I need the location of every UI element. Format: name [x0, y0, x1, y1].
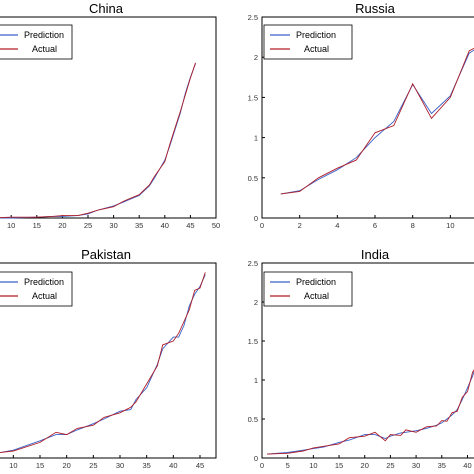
y-tick-label: 1	[254, 376, 258, 385]
legend-box	[263, 271, 353, 307]
x-tick-label: 20	[361, 461, 369, 470]
y-tick-label: 0.5	[248, 174, 258, 183]
legend-label: Prediction	[24, 30, 64, 40]
x-tick-label: 25	[84, 221, 92, 230]
x-tick-label: 4	[335, 221, 339, 230]
x-tick-label: 6	[373, 221, 377, 230]
x-tick-label: 40	[169, 461, 177, 470]
axes-frame	[261, 262, 474, 459]
x-tick-label: 25	[386, 461, 394, 470]
x-tick-label: 20	[58, 221, 66, 230]
legend-label: Actual	[304, 291, 329, 301]
x-tick-label: 15	[335, 461, 343, 470]
y-tick-label: 1	[254, 134, 258, 143]
y-tick-label: 2.5	[248, 13, 258, 22]
panel-title: Pakistan	[81, 247, 131, 262]
y-tick-label: 0.5	[248, 415, 258, 424]
legend-label: Prediction	[296, 277, 336, 287]
legend-label: Prediction	[24, 277, 64, 287]
x-tick-label: 45	[196, 461, 204, 470]
x-tick-label: 0	[260, 221, 264, 230]
x-tick-label: 35	[135, 221, 143, 230]
legend-label: Actual	[32, 44, 57, 54]
x-tick-label: 30	[109, 221, 117, 230]
axes-frame	[0, 262, 217, 459]
x-tick-label: 10	[309, 461, 317, 470]
y-tick-label: 2	[254, 53, 258, 62]
legend-label: Prediction	[296, 30, 336, 40]
series-line-actual	[0, 272, 206, 454]
x-tick-label: 40	[463, 461, 471, 470]
series-line-actual	[280, 47, 474, 195]
series-line-prediction	[0, 63, 196, 219]
x-tick-label: 35	[142, 461, 150, 470]
x-tick-label: 2	[298, 221, 302, 230]
x-tick-label: 35	[438, 461, 446, 470]
legend-label: Actual	[32, 291, 57, 301]
y-tick-label: 0	[254, 454, 258, 463]
x-tick-label: 10	[446, 221, 454, 230]
x-tick-label: 20	[62, 461, 70, 470]
series-line-actual	[0, 62, 196, 219]
x-tick-label: 30	[116, 461, 124, 470]
legend-box	[263, 24, 353, 60]
legend-label: Actual	[304, 44, 329, 54]
legend-box	[0, 271, 73, 307]
x-tick-label: 10	[9, 461, 17, 470]
x-tick-label: 25	[89, 461, 97, 470]
y-tick-label: 0	[254, 214, 258, 223]
panel-title: China	[89, 1, 124, 16]
x-tick-label: 10	[7, 221, 15, 230]
y-tick-label: 2	[254, 298, 258, 307]
panel-title: Russia	[355, 1, 396, 16]
x-tick-label: 0	[260, 461, 264, 470]
series-line-prediction	[267, 370, 474, 455]
x-tick-label: 40	[161, 221, 169, 230]
legend-box	[0, 24, 73, 60]
panel-title: India	[361, 247, 390, 262]
x-tick-label: 50	[212, 221, 220, 230]
x-tick-label: 5	[286, 461, 290, 470]
y-tick-label: 2.5	[248, 259, 258, 268]
x-tick-label: 15	[33, 221, 41, 230]
x-tick-label: 45	[186, 221, 194, 230]
y-tick-label: 1.5	[248, 93, 258, 102]
y-tick-label: 1.5	[248, 337, 258, 346]
x-tick-label: 8	[411, 221, 415, 230]
x-tick-label: 15	[36, 461, 44, 470]
series-line-prediction	[280, 49, 474, 195]
x-tick-label: 30	[412, 461, 420, 470]
series-line-actual	[267, 369, 474, 455]
